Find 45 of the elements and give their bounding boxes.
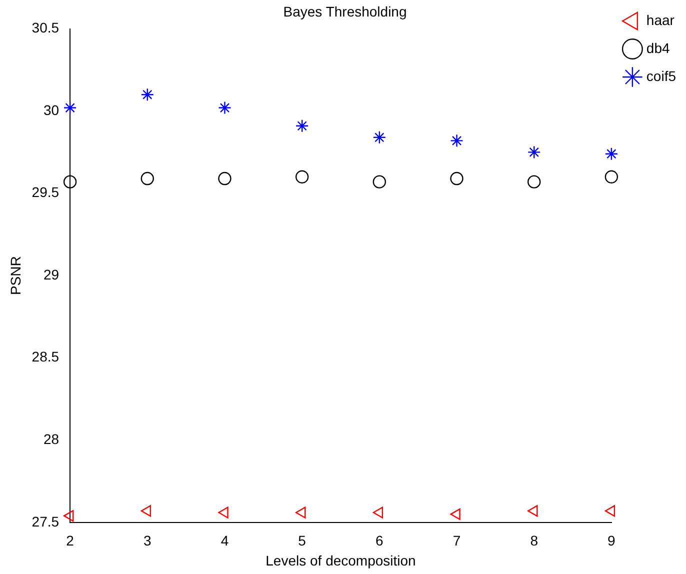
x-tick-label: 8	[530, 532, 538, 549]
point	[450, 172, 464, 186]
point	[218, 506, 228, 518]
point	[63, 101, 77, 114]
y-tick-label: 29.5	[32, 184, 60, 200]
y-axis-title: PSNR	[7, 256, 24, 296]
point	[218, 101, 232, 114]
point	[527, 146, 541, 159]
x-tick-label: 9	[608, 532, 616, 549]
point	[372, 175, 386, 188]
point	[604, 505, 616, 517]
x-tick-label: 7	[452, 532, 461, 549]
point	[527, 175, 541, 188]
point	[372, 506, 384, 518]
point	[372, 130, 386, 144]
y-tick-label: 27.5	[32, 513, 60, 530]
point	[140, 172, 154, 186]
point	[140, 88, 154, 102]
point	[63, 510, 74, 522]
point	[140, 505, 151, 517]
y-tick-label: 28.5	[32, 348, 60, 365]
point	[604, 147, 618, 160]
x-tick-label: 6	[376, 532, 384, 549]
x-axis-title: Levels of decomposition	[266, 552, 416, 568]
point	[218, 172, 232, 186]
point	[450, 508, 460, 520]
point	[295, 119, 309, 132]
point	[63, 175, 77, 188]
y-tick-label: 28	[43, 430, 60, 447]
x-tick-label: 4	[220, 532, 229, 549]
x-tick-label: 5	[298, 532, 306, 549]
x-tick-label: 3	[143, 532, 152, 549]
legend-label: coif5	[646, 68, 676, 84]
legend-label: haar	[646, 12, 675, 28]
chart-title: Bayes Thresholding	[283, 3, 407, 20]
point	[295, 170, 309, 184]
point	[604, 170, 618, 184]
legend-label: db4	[646, 40, 670, 56]
y-tick-label: 29	[43, 266, 60, 282]
point	[295, 506, 306, 518]
y-tick-label: 30	[43, 102, 60, 118]
point	[527, 505, 538, 517]
x-tick-label: 2	[66, 532, 74, 549]
y-tick-label: 30.5	[32, 20, 60, 36]
point	[450, 134, 464, 148]
